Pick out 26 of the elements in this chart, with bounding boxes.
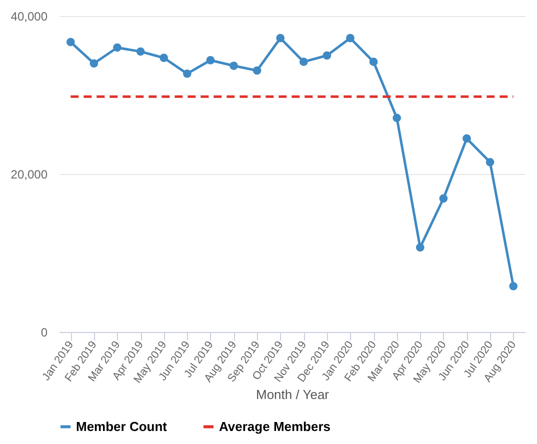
- point: [392, 114, 402, 122]
- point: [322, 51, 332, 60]
- point: [182, 69, 192, 78]
- legend-label: Average Members: [219, 418, 331, 434]
- x-axis-title: Month / Year: [256, 386, 330, 402]
- legend-label: Member Count: [76, 418, 168, 434]
- point: [276, 34, 285, 42]
- point: [160, 54, 168, 62]
- point: [509, 282, 518, 290]
- point: [230, 62, 238, 70]
- point: [90, 59, 98, 68]
- point: [369, 58, 378, 66]
- y-tick-label: 20,000: [10, 168, 48, 182]
- point: [136, 47, 145, 56]
- point: [113, 43, 122, 52]
- y-tick-label: 0: [40, 326, 48, 340]
- point: [462, 134, 471, 143]
- y-tick-label: 40,000: [10, 10, 48, 24]
- point: [299, 58, 308, 66]
- point: [439, 194, 448, 203]
- point: [486, 158, 494, 166]
- point: [416, 243, 424, 252]
- point: [66, 38, 75, 46]
- point: [252, 66, 262, 75]
- point: [346, 34, 354, 42]
- point: [206, 56, 215, 64]
